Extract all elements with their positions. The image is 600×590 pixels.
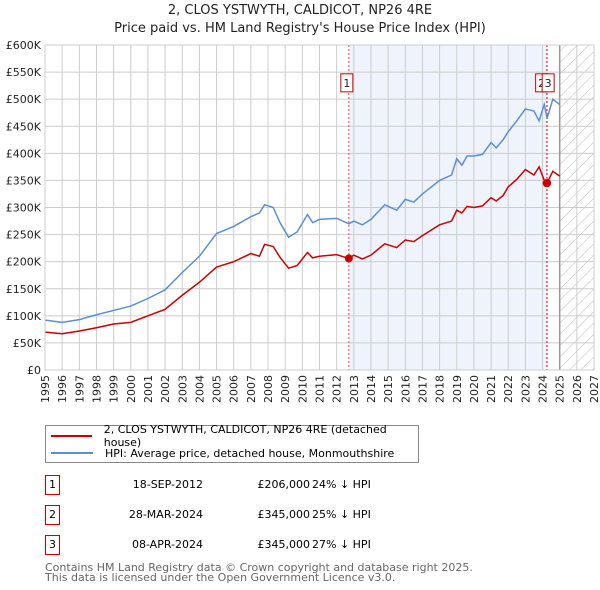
x-tick-label: 2007 bbox=[245, 375, 258, 403]
y-tick-label: £100K bbox=[6, 310, 42, 323]
y-tick-label: £450K bbox=[6, 120, 42, 133]
x-tick-label: 2020 bbox=[468, 375, 481, 403]
sale-label: 3 bbox=[545, 77, 552, 90]
x-tick-label: 2015 bbox=[382, 375, 395, 403]
sale-marker-label: 3 bbox=[45, 535, 60, 555]
y-tick-label: £150K bbox=[6, 283, 42, 296]
y-tick-label: £400K bbox=[6, 147, 42, 160]
x-tick-label: 1995 bbox=[39, 375, 52, 403]
x-tick-label: 2011 bbox=[314, 375, 327, 403]
footer-line-1: Contains HM Land Registry data © Crown c… bbox=[45, 561, 473, 574]
x-tick-label: 2017 bbox=[416, 375, 429, 403]
legend-swatch-red bbox=[51, 435, 92, 437]
footer-line-2: This data is licensed under the Open Gov… bbox=[45, 571, 396, 584]
x-tick-label: 2006 bbox=[228, 375, 241, 403]
x-tick-label: 1997 bbox=[73, 375, 86, 403]
legend-label: 2, CLOS YSTWYTH, CALDICOT, NP26 4RE (det… bbox=[103, 423, 387, 449]
legend-item-property: 2, CLOS YSTWYTH, CALDICOT, NP26 4RE (det… bbox=[46, 423, 418, 449]
x-tick-label: 2026 bbox=[571, 375, 584, 403]
sale-date: 28-MAR-2024 bbox=[128, 508, 203, 521]
sale-price: £345,000 bbox=[257, 538, 311, 551]
x-tick-label: 2002 bbox=[159, 375, 172, 403]
x-tick-label: 2019 bbox=[451, 375, 464, 403]
y-tick-label: £300K bbox=[6, 202, 42, 215]
sale-marker-label: 2 bbox=[45, 505, 60, 525]
plot-frame bbox=[44, 44, 595, 371]
sale-label: 1 bbox=[343, 77, 350, 90]
sale-row: 1 18-SEP-2012 £206,000 24% ↓ HPI bbox=[45, 475, 465, 495]
sale-marker-label: 1 bbox=[45, 475, 60, 495]
price-chart: 1995 1996 1997 1998 1999 2000 2001 2002 2003 2004… bbox=[6, 39, 600, 403]
series-line bbox=[44, 97, 561, 324]
sale-price: £345,000 bbox=[257, 508, 311, 521]
sale-point bbox=[543, 179, 552, 188]
x-tick-label: 2008 bbox=[262, 375, 275, 403]
x-tick-label: 2027 bbox=[588, 375, 600, 403]
sale-hpi-diff: 27% ↓ HPI bbox=[312, 538, 371, 551]
sale-point bbox=[344, 254, 353, 263]
legend-swatch-blue bbox=[51, 452, 93, 454]
x-tick-label: 2013 bbox=[348, 375, 361, 403]
x-tick-label: 2014 bbox=[365, 375, 378, 403]
y-tick-label: £550K bbox=[6, 66, 42, 79]
x-tick-label: 2004 bbox=[193, 375, 206, 403]
sale-row: 2 28-MAR-2024 £345,000 25% ↓ HPI bbox=[45, 505, 465, 525]
x-tick-label: 2000 bbox=[125, 375, 138, 403]
y-tick-label: £50K bbox=[13, 337, 42, 350]
legend-item-hpi: HPI: Average price, detached house, Monm… bbox=[46, 445, 394, 461]
sale-date: 18-SEP-2012 bbox=[132, 478, 203, 491]
x-tick-label: 2021 bbox=[485, 375, 498, 403]
y-tick-label: £0 bbox=[27, 364, 41, 377]
sale-label-box bbox=[541, 73, 555, 93]
x-tick-label: 2025 bbox=[554, 375, 567, 403]
x-tick-label: 1996 bbox=[56, 375, 69, 403]
x-tick-label: 1999 bbox=[108, 375, 121, 403]
sale-price: £206,000 bbox=[257, 478, 311, 491]
x-tick-label: 2012 bbox=[331, 375, 344, 403]
sale-row: 3 08-APR-2024 £345,000 27% ↓ HPI bbox=[45, 535, 465, 555]
legend: 2, CLOS YSTWYTH, CALDICOT, NP26 4RE (det… bbox=[45, 423, 419, 463]
x-tick-label: 2022 bbox=[502, 375, 515, 403]
chart-subtitle: Price paid vs. HM Land Registry's House … bbox=[114, 21, 486, 36]
sale-label: 2 bbox=[538, 77, 545, 90]
x-tick-label: 2003 bbox=[176, 375, 189, 403]
x-tick-label: 2010 bbox=[296, 375, 309, 403]
x-tick-label: 2009 bbox=[279, 375, 292, 403]
series-line bbox=[44, 165, 561, 335]
sale-hpi-diff: 25% ↓ HPI bbox=[312, 508, 371, 521]
y-tick-label: £500K bbox=[6, 93, 42, 106]
x-tick-label: 1998 bbox=[90, 375, 103, 403]
sale-hpi-diff: 24% ↓ HPI bbox=[312, 478, 371, 491]
sale-date: 08-APR-2024 bbox=[131, 538, 203, 551]
chart-title: 2, CLOS YSTWYTH, CALDICOT, NP26 4RE bbox=[167, 3, 433, 18]
y-tick-label: £350K bbox=[6, 174, 42, 187]
y-tick-label: £600K bbox=[6, 39, 42, 52]
x-tick-label: 2001 bbox=[142, 375, 155, 403]
x-tick-label: 2024 bbox=[537, 375, 550, 403]
x-tick-label: 2023 bbox=[519, 375, 532, 403]
legend-label: HPI: Average price, detached house, Monm… bbox=[105, 446, 395, 460]
y-tick-label: £250K bbox=[6, 229, 42, 242]
x-tick-label: 2016 bbox=[399, 375, 412, 403]
sale-label-box bbox=[340, 73, 354, 93]
y-tick-label: £200K bbox=[6, 256, 42, 269]
x-tick-label: 2005 bbox=[211, 375, 224, 403]
x-tick-label: 2018 bbox=[434, 375, 447, 403]
